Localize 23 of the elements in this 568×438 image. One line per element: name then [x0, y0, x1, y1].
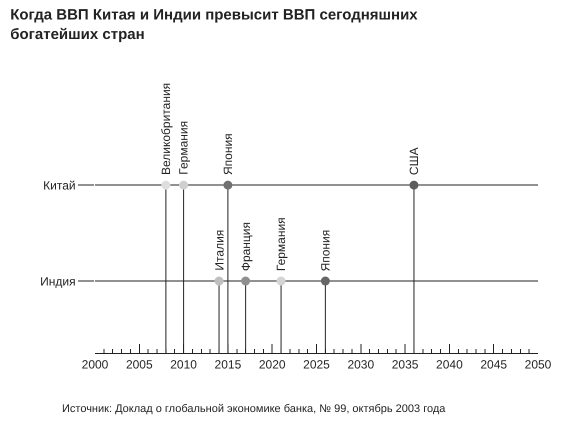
- x-tick-label: 2020: [258, 357, 286, 372]
- x-tick-label: 2035: [392, 357, 419, 372]
- x-tick-label: 2005: [126, 357, 153, 372]
- x-tick-label: 2050: [524, 357, 552, 372]
- chart-title: Когда ВВП Китая и Индии превысит ВВП сегодняшних богатейших стран: [10, 6, 418, 44]
- x-tick-label: 2030: [347, 357, 374, 372]
- annotation: Великобритания: [158, 82, 173, 175]
- x-tick-label: 2000: [82, 357, 109, 372]
- y-tick-label: Китай: [43, 178, 76, 192]
- y-tick-label: Индия: [40, 274, 76, 288]
- annotation: Германия: [176, 120, 190, 175]
- text: Источник: Доклад о глобальной экономике банка, № 99, октябрь 2003 года: [62, 403, 446, 415]
- annotation: Япония: [318, 230, 332, 272]
- annotation: США: [406, 147, 421, 176]
- x-tick-label: 2015: [214, 357, 242, 372]
- annotation: Франция: [239, 222, 254, 272]
- x-tick-label: 2040: [436, 357, 464, 372]
- x-tick-label: 2025: [303, 357, 330, 372]
- annotation: Германия: [274, 217, 288, 272]
- x-tick-label: 2045: [480, 357, 508, 372]
- annotation: Италия: [212, 230, 226, 271]
- x-tick-label: 2010: [170, 357, 198, 372]
- annotation: Япония: [220, 133, 235, 176]
